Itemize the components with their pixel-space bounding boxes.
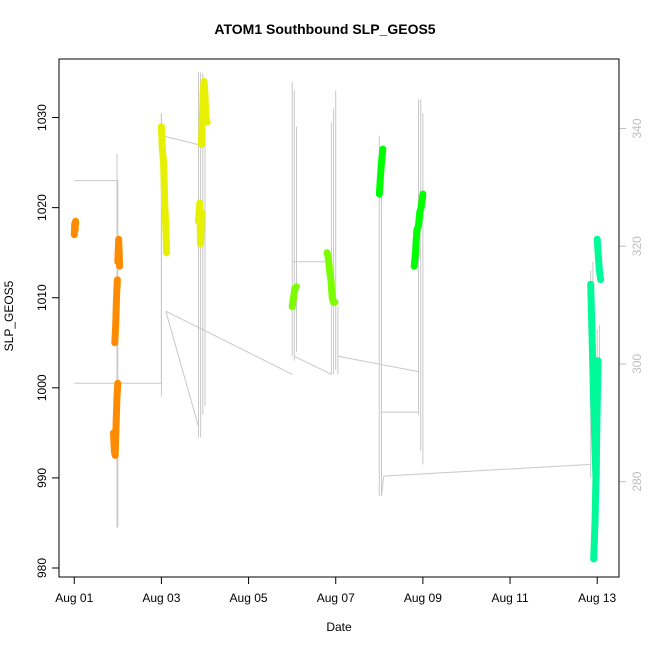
y-tick-label-3: 1010 [35,284,49,311]
series-0-segment-1 [110,379,122,459]
plot-frame [58,58,620,578]
series-1-segment-2 [198,78,211,149]
series-1-segment-1 [195,199,205,248]
y-tick-label-0: 980 [35,558,49,578]
series-group [70,78,605,563]
x-tick-label-0: Aug 01 [55,591,93,605]
series-1-segment-0 [157,123,171,257]
series-3-segment-2 [415,190,427,230]
x-tick-label-2: Aug 05 [230,591,268,605]
series-2-segment-1 [323,249,339,306]
track-line-15 [294,355,332,375]
track-line-5 [165,311,199,427]
y2-tick-label-2: 320 [630,236,644,256]
y-tick-label-5: 1030 [35,104,49,131]
y2-tick-label-0: 280 [630,471,644,491]
series-0-segment-2 [111,276,121,347]
chart-title: ATOM1 Southbound SLP_GEOS5 [214,21,435,37]
y-tick-label-4: 1020 [35,194,49,221]
series-3-segment-1 [410,222,422,270]
series-0-segment-3 [114,235,124,270]
x-tick-label-3: Aug 07 [317,591,355,605]
track-line-27 [381,463,591,496]
y2-tick-label-1: 300 [630,354,644,374]
y2-tick-label-3: 340 [630,118,644,138]
x-tick-label-5: Aug 11 [491,591,528,605]
y-tick-label-2: 1000 [35,374,49,401]
series-4-segment-2 [593,235,605,284]
track-line-20 [337,355,419,373]
y-axis-label: SLP_GEOS5 [2,280,16,351]
x-tick-label-4: Aug 09 [404,591,442,605]
series-4-segment-1 [590,357,602,563]
series-3-segment-0 [375,145,387,198]
x-tick-label-6: Aug 13 [578,591,616,605]
x-tick-label-1: Aug 03 [142,591,180,605]
x-axis-label: Date [326,620,352,634]
track-line-10 [165,310,293,375]
series-2-segment-0 [288,283,300,311]
series-0-segment-0 [70,217,80,239]
y-tick-label-1: 990 [35,468,49,488]
